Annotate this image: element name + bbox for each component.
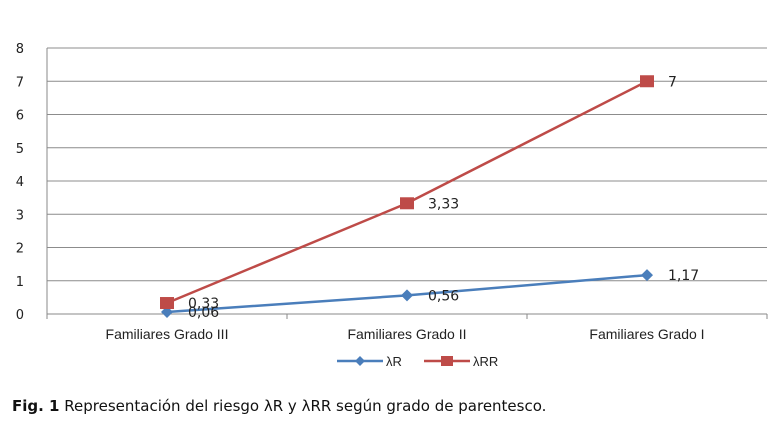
- legend: λR λRR: [337, 354, 498, 369]
- x-tick-label: Familiares Grado III: [106, 326, 229, 342]
- data-point: [641, 269, 653, 282]
- legend-label: λR: [386, 354, 402, 369]
- data-label: 7: [668, 74, 677, 90]
- y-tick-label: 7: [16, 75, 24, 90]
- y-tick-label: 4: [16, 175, 24, 190]
- data-point: [640, 75, 654, 88]
- legend-label: λRR: [473, 354, 498, 369]
- y-tick-label: 5: [16, 142, 24, 157]
- x-tick-label: Familiares Grado II: [347, 326, 466, 342]
- data-point: [400, 197, 414, 210]
- y-tick-labels: 0 1 2 3 4 5 6 7 8: [16, 42, 24, 323]
- caption-text: Representación del riesgo λR y λRR según…: [64, 397, 547, 415]
- data-label: 1,17: [668, 268, 699, 284]
- data-label: 0,33: [188, 296, 219, 312]
- x-tick-labels: Familiares Grado III Familiares Grado II F…: [46, 314, 768, 342]
- data-label: 0,06: [188, 305, 219, 321]
- data-label: 3,33: [428, 196, 459, 212]
- data-point: [401, 289, 413, 302]
- y-tick-label: 1: [16, 275, 24, 290]
- y-tick-label: 2: [16, 242, 24, 257]
- data-point: [160, 297, 174, 310]
- y-tick-label: 3: [16, 208, 24, 223]
- caption-label: Fig. 1: [12, 397, 60, 415]
- data-label: 0,56: [428, 288, 459, 304]
- figure-caption: Fig. 1 Representación del riesgo λR y λR…: [12, 397, 546, 415]
- legend-marker: [355, 356, 365, 366]
- y-tick-label: 0: [16, 308, 24, 323]
- y-tick-label: 8: [16, 42, 24, 57]
- y-tick-label: 6: [16, 109, 24, 124]
- series-group: 0,06 0,56 1,17 0,33 3,33 7: [160, 74, 699, 321]
- x-tick-label: Familiares Grado I: [589, 326, 704, 342]
- gridlines: [47, 47, 767, 282]
- legend-marker: [441, 356, 453, 366]
